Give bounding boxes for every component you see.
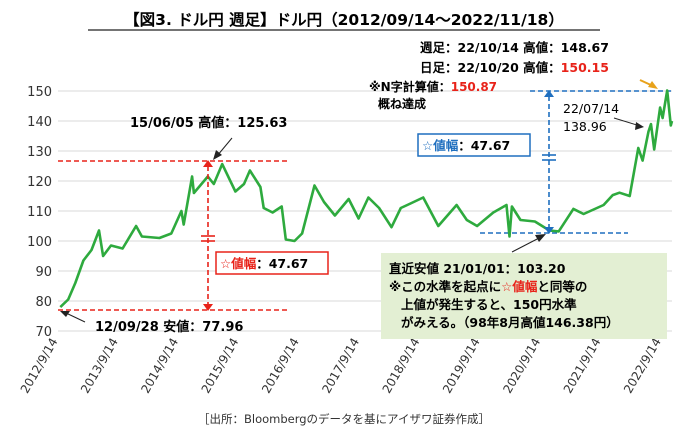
x-tick-label: 2019/9/14 [440, 335, 483, 395]
chart-title: 【図3. ドル円 週足】ドル円（2012/09/14～2022/11/18） [124, 11, 564, 29]
range-text-left-star: ☆値幅 [220, 256, 257, 271]
x-tick-label: 2021/9/14 [561, 336, 604, 396]
x-tick-label: 2012/9/14 [18, 336, 61, 396]
point-0714-date: 22/07/14 [563, 101, 619, 116]
y-tick-label: 90 [35, 265, 52, 280]
note-line-2-star: ☆値幅 [501, 279, 538, 294]
y-tick-label: 80 [35, 295, 52, 310]
range-text-left: ☆値幅：47.67 [220, 256, 308, 271]
n-calc-label: ※N字計算値： [369, 79, 451, 94]
high-150605-pointer-head [213, 150, 222, 160]
x-tick-label: 2022/9/14 [621, 336, 664, 396]
n-calc-achieved: 概ね達成 [378, 96, 426, 111]
recent-low-pointer [511, 236, 542, 253]
y-tick-label: 120 [27, 175, 52, 190]
high-150605-label: 15/06/05 高値：125.63 [130, 115, 287, 131]
note-line-2: ※この水準を起点に☆値幅と同等の [389, 279, 587, 294]
range-arrow-left-head-up [203, 160, 213, 167]
x-tick-label: 2017/9/14 [319, 336, 362, 396]
range-arrow-right-head-up [544, 90, 554, 97]
y-tick-label: 140 [27, 115, 52, 130]
x-tick-label: 2013/9/14 [78, 336, 121, 396]
source-note: ［出所：Bloombergのデータを基にアイザワ証券作成］ [198, 412, 490, 426]
note-line-4: がみえる。（98年8月高値146.38円） [401, 315, 619, 330]
range-arrow-left-head-down [203, 304, 213, 311]
grid-lines [58, 90, 672, 332]
range-text-right-rest: ：47.67 [458, 138, 510, 153]
n-calc-value: 150.87 [451, 80, 497, 94]
y-tick-label: 110 [27, 205, 52, 220]
daily-high-label: 日足：22/10/20 高値： [420, 60, 561, 75]
range-arrow-right-head-down [544, 227, 554, 234]
note-line-1: 直近安値 21/01/01：103.20 [389, 261, 566, 276]
x-tick-label: 2020/9/14 [500, 336, 543, 396]
y-tick-label: 130 [27, 145, 52, 160]
weekly-high-label: 週足：22/10/14 高値： [420, 40, 561, 55]
n-calc-annotation: ※N字計算値：150.87 [369, 79, 497, 94]
daily-high-value: 150.15 [561, 60, 609, 75]
y-tick-label: 70 [35, 325, 52, 340]
low-120928-label: 12/09/28 安値：77.96 [95, 319, 243, 335]
low-120928-pointer [65, 312, 86, 323]
note-line-2-a: ※この水準を起点に [389, 279, 501, 294]
note-box [381, 253, 667, 339]
y-tick-label: 100 [27, 235, 52, 250]
x-tick-label: 2014/9/14 [138, 336, 181, 396]
peak-pointer-head [648, 81, 658, 89]
weekly-high-value: 148.67 [561, 40, 609, 55]
range-text-right: ☆値幅：47.67 [422, 138, 510, 153]
x-tick-label: 2016/9/14 [259, 336, 302, 396]
x-tick-label: 2018/9/14 [380, 336, 423, 396]
range-box-left [215, 251, 329, 275]
note-line-2-b: と同等の [537, 279, 587, 294]
range-text-right-star: ☆値幅 [422, 138, 459, 153]
x-axis-ticks: 2012/9/14 2013/9/14 2014/9/14 2015/9/14 2016… [18, 335, 664, 395]
point-0714-pointer-head [635, 122, 644, 130]
recent-low-pointer-head [535, 234, 546, 242]
daily-high-annotation: 日足：22/10/20 高値：150.15 [420, 60, 609, 75]
price-series-line [59, 89, 674, 309]
y-tick-label: 150 [27, 85, 52, 100]
range-text-left-rest: ：47.67 [256, 256, 308, 271]
y-axis-ticks: 70 80 90 100 110 120 130 140 150 [27, 85, 52, 340]
point-0714-value: 138.96 [563, 119, 607, 134]
range-box-right [417, 133, 531, 157]
x-tick-label: 2015/9/14 [199, 336, 242, 396]
weekly-high-annotation: 週足：22/10/14 高値：148.67 [420, 40, 609, 55]
low-120928-pointer-head [60, 311, 70, 317]
note-line-3: 上値が発生すると、150円水準 [401, 297, 577, 312]
